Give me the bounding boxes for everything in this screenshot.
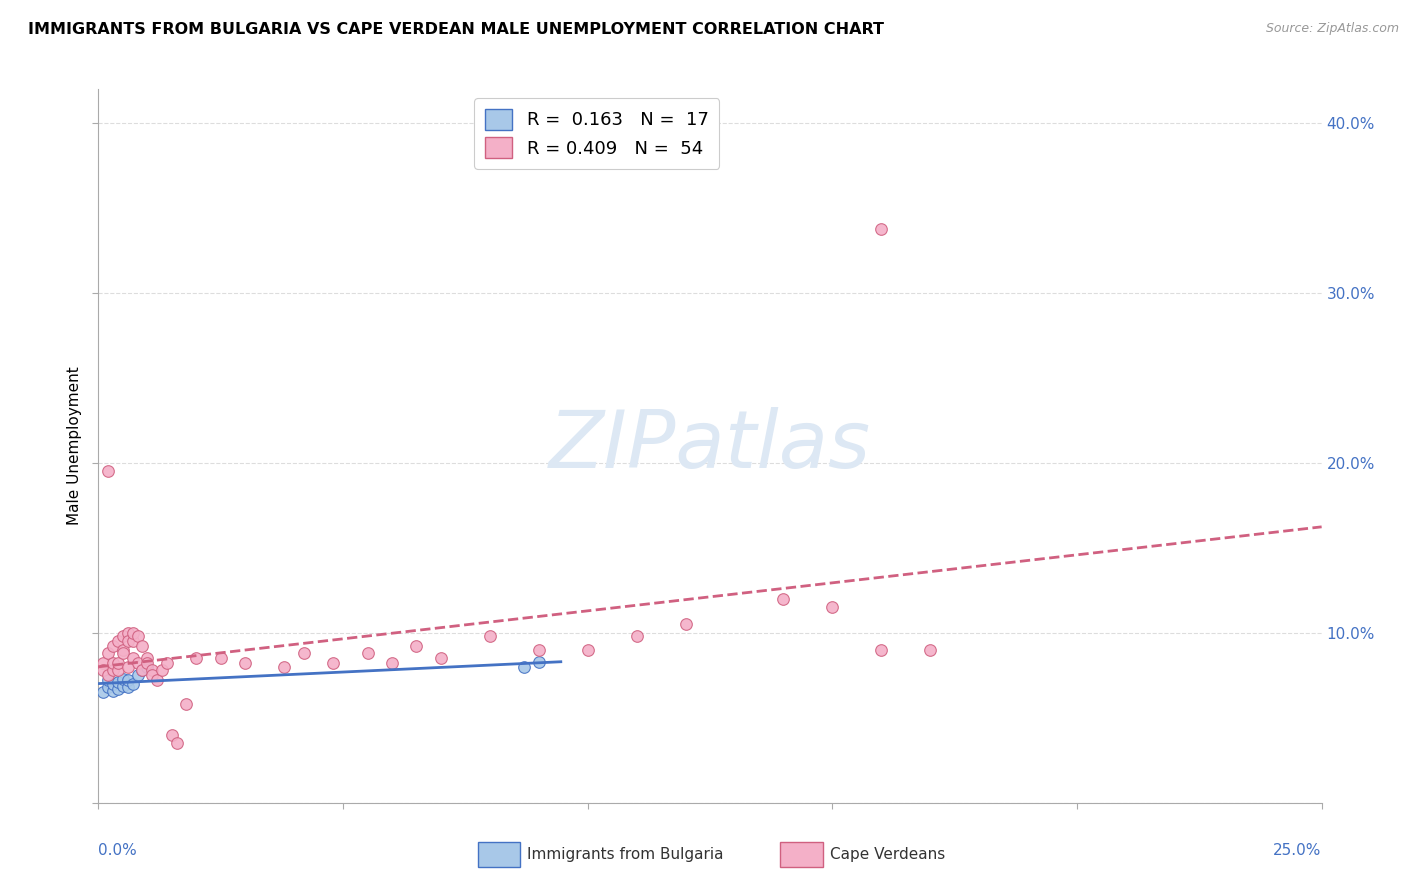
- Point: [101, 640, 124, 654]
- Point: [101, 657, 124, 671]
- Text: Immigrants from Bulgaria: Immigrants from Bulgaria: [527, 847, 724, 862]
- Point: [127, 629, 149, 643]
- Point: [576, 643, 599, 657]
- Point: [209, 651, 232, 665]
- Point: [97, 668, 120, 682]
- Point: [107, 663, 129, 677]
- Point: [117, 660, 139, 674]
- Text: 0.0%: 0.0%: [98, 843, 138, 858]
- Point: [675, 617, 697, 632]
- Point: [920, 643, 942, 657]
- Point: [111, 679, 134, 693]
- Point: [136, 660, 159, 674]
- Point: [127, 657, 149, 671]
- Point: [233, 657, 256, 671]
- Point: [127, 668, 149, 682]
- Point: [150, 663, 173, 677]
- Point: [117, 626, 139, 640]
- Point: [117, 634, 139, 648]
- Point: [356, 646, 378, 660]
- Point: [527, 655, 550, 669]
- Point: [121, 651, 143, 665]
- Point: [136, 651, 159, 665]
- Point: [131, 663, 153, 677]
- Point: [160, 728, 183, 742]
- Point: [117, 673, 139, 688]
- Point: [111, 629, 134, 643]
- Point: [97, 680, 120, 694]
- Text: 25.0%: 25.0%: [1274, 843, 1322, 858]
- Point: [117, 680, 139, 694]
- Point: [97, 673, 120, 688]
- Point: [141, 668, 163, 682]
- Point: [131, 640, 153, 654]
- Legend: R =  0.163   N =  17, R = 0.409   N =  54: R = 0.163 N = 17, R = 0.409 N = 54: [474, 98, 720, 169]
- Point: [626, 629, 648, 643]
- Point: [121, 634, 143, 648]
- Text: Source: ZipAtlas.com: Source: ZipAtlas.com: [1265, 22, 1399, 36]
- Point: [870, 643, 893, 657]
- Point: [821, 600, 844, 615]
- Point: [91, 663, 114, 677]
- Point: [111, 646, 134, 660]
- Point: [186, 651, 208, 665]
- Point: [91, 657, 114, 671]
- Point: [156, 657, 179, 671]
- Point: [772, 591, 794, 606]
- Point: [97, 465, 120, 479]
- Point: [870, 221, 893, 235]
- Point: [101, 677, 124, 691]
- Point: [107, 675, 129, 690]
- Point: [478, 629, 501, 643]
- Point: [111, 643, 134, 657]
- Point: [107, 681, 129, 696]
- Point: [146, 673, 169, 688]
- Point: [292, 646, 315, 660]
- Point: [322, 657, 344, 671]
- Text: ZIPatlas: ZIPatlas: [548, 407, 872, 485]
- Point: [141, 663, 163, 677]
- Text: Cape Verdeans: Cape Verdeans: [830, 847, 945, 862]
- Point: [381, 657, 404, 671]
- Text: IMMIGRANTS FROM BULGARIA VS CAPE VERDEAN MALE UNEMPLOYMENT CORRELATION CHART: IMMIGRANTS FROM BULGARIA VS CAPE VERDEAN…: [28, 22, 884, 37]
- Point: [273, 660, 295, 674]
- Y-axis label: Male Unemployment: Male Unemployment: [66, 367, 82, 525]
- Point: [111, 672, 134, 686]
- Point: [121, 677, 143, 691]
- Point: [107, 657, 129, 671]
- Point: [107, 634, 129, 648]
- Point: [121, 626, 143, 640]
- Point: [91, 685, 114, 699]
- Point: [166, 736, 188, 750]
- Point: [527, 643, 550, 657]
- Point: [430, 651, 453, 665]
- Point: [136, 657, 159, 671]
- Point: [101, 663, 124, 677]
- Point: [97, 646, 120, 660]
- Point: [131, 663, 153, 677]
- Point: [405, 640, 427, 654]
- Point: [101, 683, 124, 698]
- Point: [176, 698, 198, 712]
- Point: [513, 660, 536, 674]
